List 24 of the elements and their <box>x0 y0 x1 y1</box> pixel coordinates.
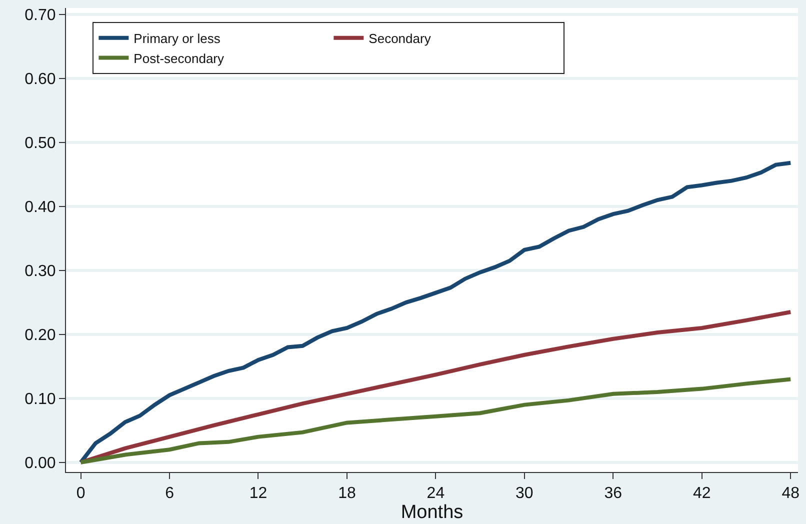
x-tick-label: 24 <box>426 485 445 502</box>
x-tick-label: 6 <box>165 485 174 502</box>
x-tick-label: 30 <box>516 485 534 502</box>
x-tick-label: 48 <box>782 485 800 502</box>
x-tick-label: 0 <box>76 485 86 502</box>
y-tick-label: 0.40 <box>24 199 56 216</box>
y-tick-label: 0.60 <box>24 71 56 88</box>
x-tick-label: 42 <box>692 485 711 502</box>
line-series <box>78 310 793 464</box>
legend-label: Post-secondary <box>134 50 224 66</box>
x-tick-label: 36 <box>604 485 622 502</box>
x-tick-label: 12 <box>249 485 268 502</box>
y-tick-label: 0.10 <box>24 391 56 408</box>
y-tick-label: 0.00 <box>24 455 56 472</box>
y-tick-label: 0.20 <box>24 327 56 344</box>
legend-label: Secondary <box>368 30 432 46</box>
x-axis-title: Months <box>400 502 464 524</box>
y-tick-label: 0.30 <box>24 263 56 280</box>
y-tick-label: 0.70 <box>24 7 56 24</box>
y-tick-label: 0.50 <box>24 135 56 152</box>
line-series <box>78 377 793 464</box>
line-series <box>78 160 793 464</box>
x-tick-label: 18 <box>338 485 356 502</box>
legend-label: Primary or less <box>134 30 221 46</box>
